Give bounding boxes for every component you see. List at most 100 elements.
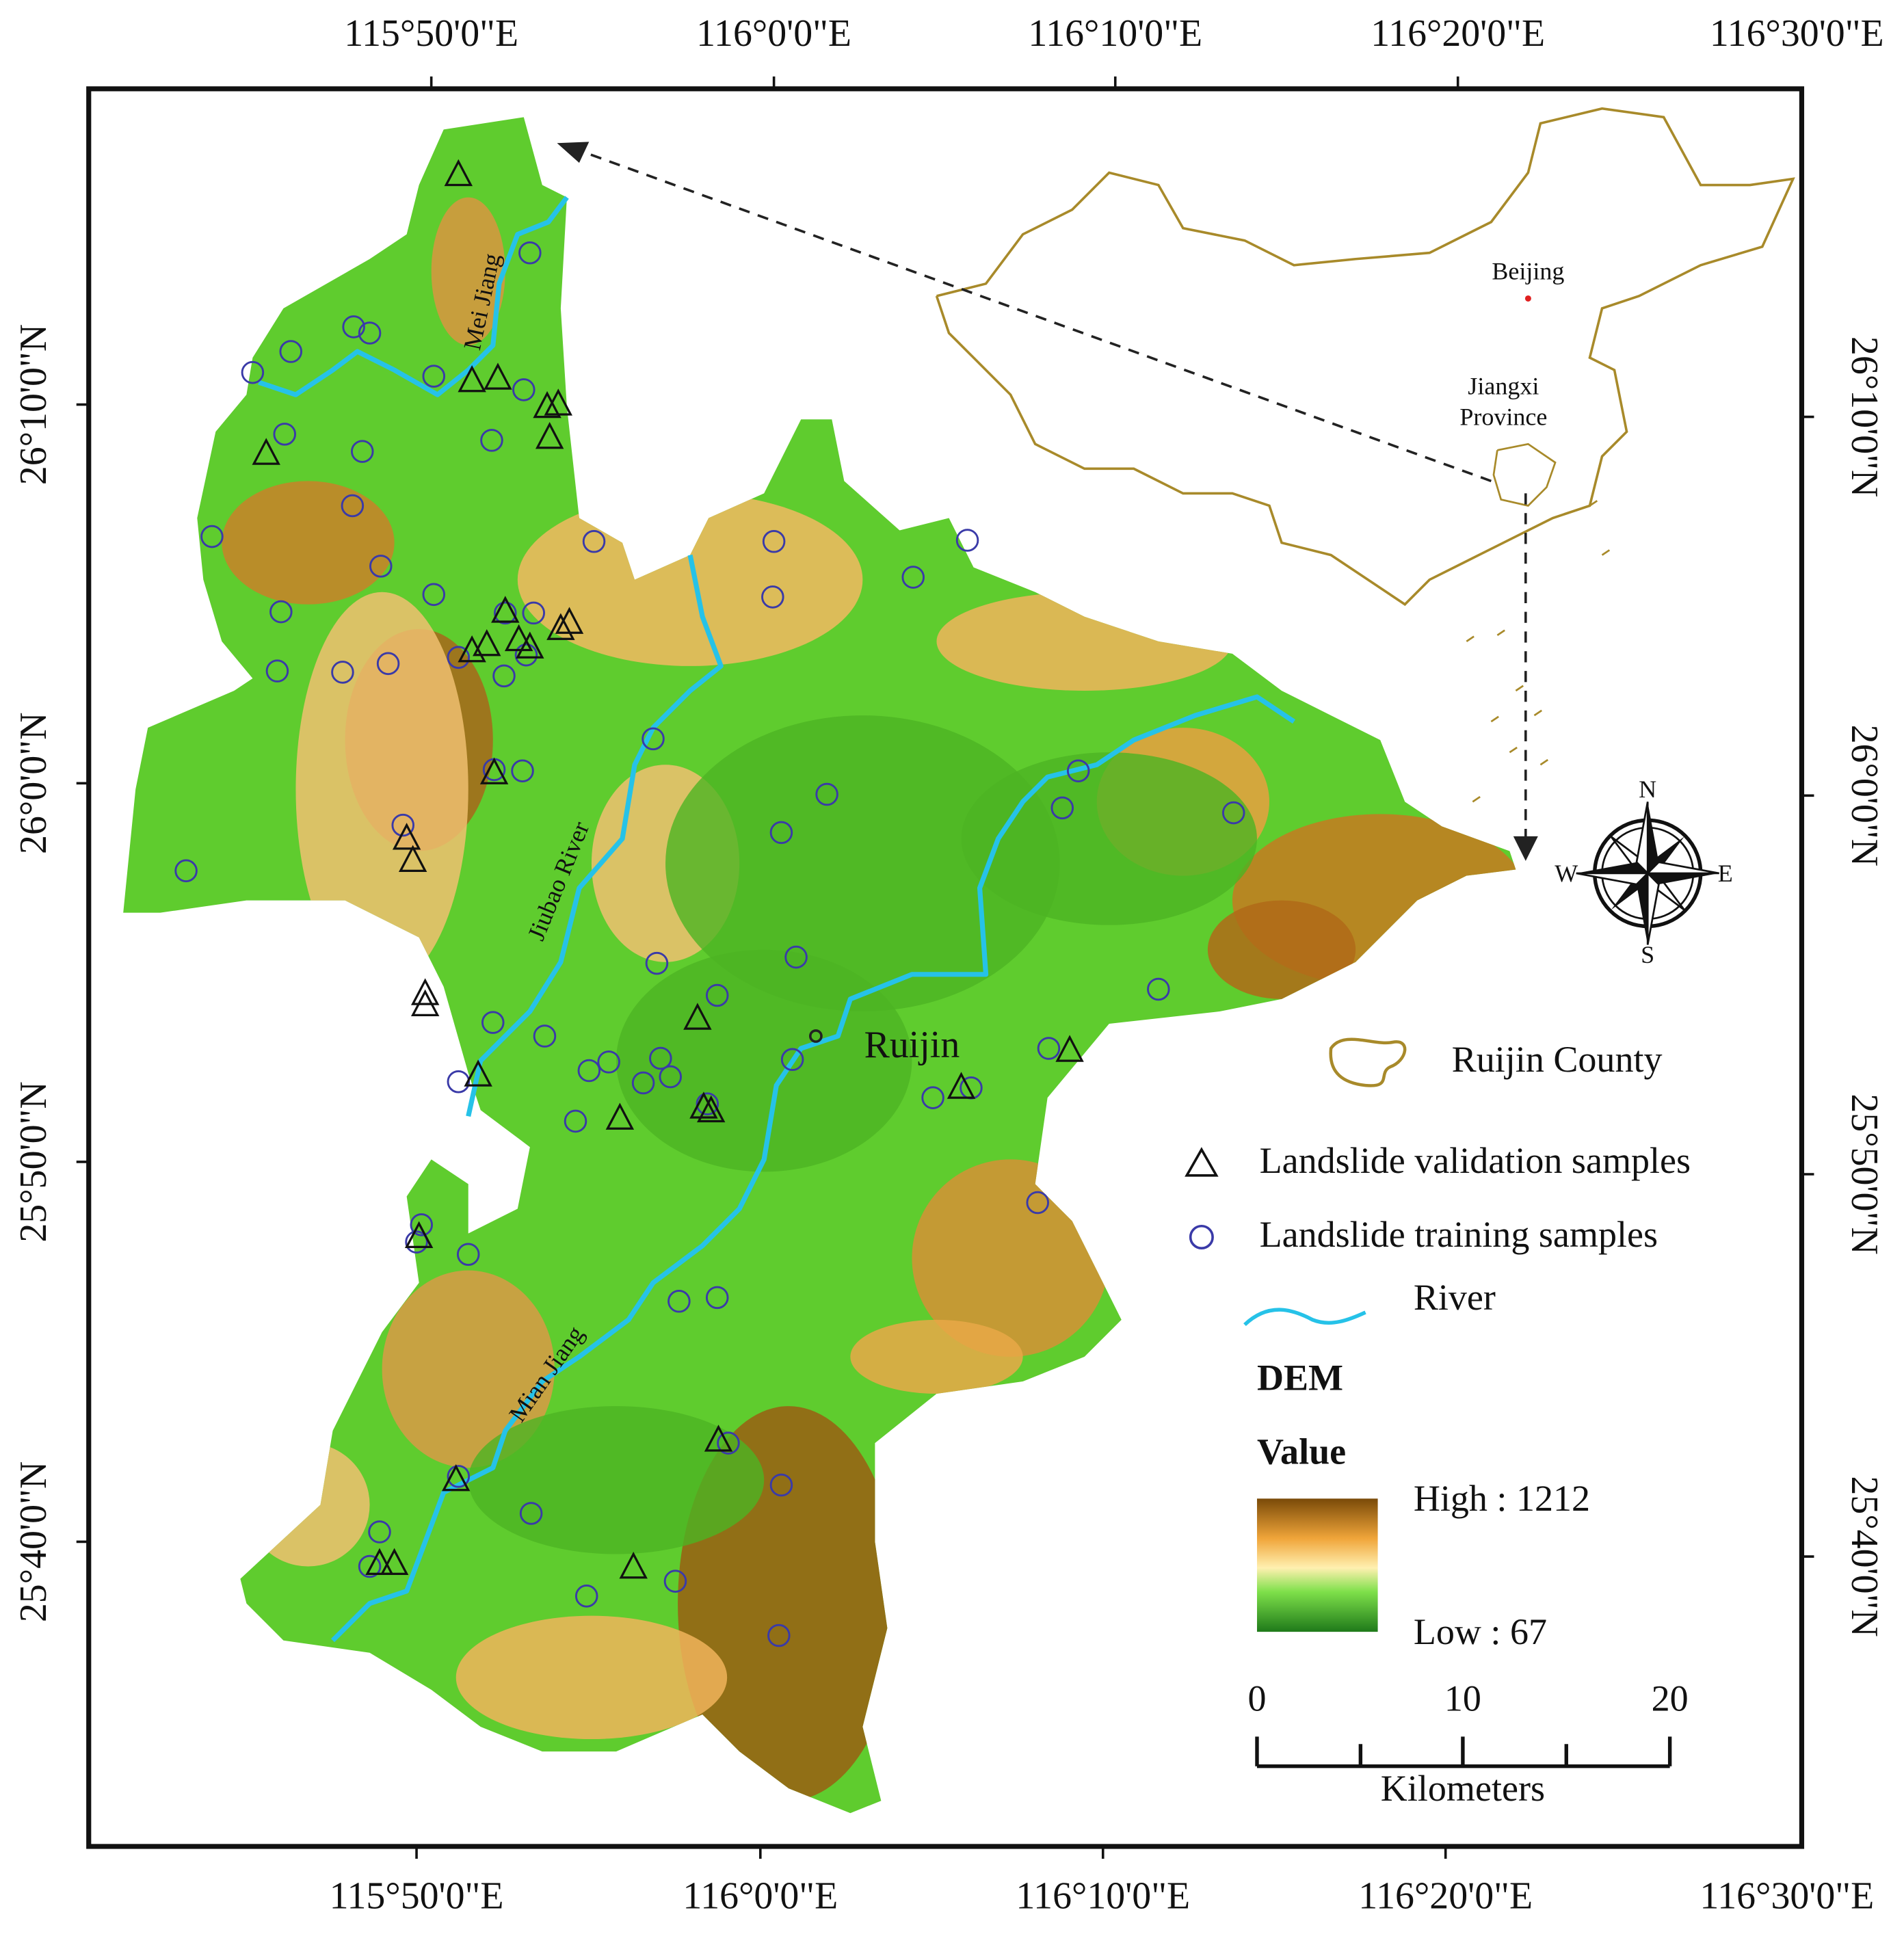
right-lat-label: 26°0'0"N [1843, 725, 1886, 866]
compass-point [1648, 802, 1659, 873]
training-sample [1147, 977, 1170, 1001]
training-sample [762, 529, 786, 553]
training-sample [480, 429, 503, 452]
elevation-patch [1207, 900, 1356, 999]
compass-point [1645, 861, 1719, 875]
island [1515, 685, 1524, 692]
arrow-head [1513, 836, 1538, 861]
training-sample [514, 643, 538, 667]
validation-sample [365, 1548, 394, 1575]
training-sample [1050, 796, 1074, 820]
place-label: Beijing [1492, 258, 1564, 285]
left-lat-label: 25°50'0"N [12, 1081, 55, 1242]
legend-high: High : 1212 [1414, 1478, 1590, 1519]
dem-color-ramp [1256, 1498, 1378, 1632]
inset-arrow [579, 149, 1492, 483]
validation-sample [380, 1548, 409, 1575]
training-sample [1066, 759, 1090, 783]
river-symbol [1243, 1308, 1366, 1327]
elevation-patch [455, 1615, 728, 1740]
training-sample [447, 1465, 471, 1488]
training-sample [358, 1554, 382, 1578]
bottom-lon-label: 116°0'0"E [683, 1875, 838, 1917]
training-sample [405, 1230, 428, 1254]
rivers [258, 196, 1296, 1643]
training-sample [376, 652, 400, 676]
validation-sample [410, 978, 440, 1005]
training-sample [492, 664, 516, 688]
china-inset [557, 107, 1795, 861]
training-sample [522, 601, 545, 625]
city-marker [808, 1029, 823, 1043]
elevation-patch [382, 1270, 555, 1468]
compass-label: E [1718, 860, 1733, 887]
validation-sample [398, 845, 427, 872]
training-sample [456, 1243, 480, 1267]
elevation-patch [222, 481, 395, 605]
compass-point [1648, 873, 1719, 885]
validation-sample [544, 388, 572, 416]
island [1539, 758, 1548, 766]
training-sample [901, 566, 925, 589]
elevation-patch [295, 592, 468, 987]
place-label: Jiangxi [1468, 372, 1539, 399]
training-sample [780, 1048, 804, 1072]
top-lon-label: 116°0'0"E [696, 12, 851, 55]
island [1509, 746, 1518, 754]
island [1601, 549, 1611, 556]
lowland-patch [961, 752, 1257, 925]
validation-sample [484, 362, 512, 390]
capital-dot [1524, 295, 1531, 302]
map-frame [86, 86, 1805, 1849]
validation-sample [535, 421, 564, 449]
training-sample [921, 1086, 944, 1109]
validation-sample [410, 989, 440, 1016]
validation-sample [458, 635, 486, 663]
training-sample [200, 525, 224, 548]
validation-sample [252, 438, 280, 465]
training-sample [265, 659, 289, 683]
elevation-patch [912, 1159, 1109, 1357]
lowland-patch [616, 949, 912, 1172]
training-sample [597, 1050, 620, 1074]
legend-label: Landslide training samples [1260, 1214, 1658, 1255]
training-sample [784, 945, 808, 969]
top-lon-label: 116°30'0"E [1710, 12, 1884, 55]
validation-sample [1055, 1035, 1084, 1062]
training-sample [422, 583, 446, 607]
training-sample [342, 315, 365, 339]
arrow-head [557, 142, 590, 163]
elevation-patch [431, 197, 505, 345]
training-sample [717, 1431, 740, 1455]
right-lat-label: 26°10'0"N [1843, 336, 1886, 497]
river [466, 554, 724, 1117]
island [1472, 795, 1481, 803]
top-lon-label: 116°10'0"E [1028, 12, 1202, 55]
china-border [935, 107, 1795, 607]
training-sample [368, 1520, 391, 1544]
training-sample [533, 1024, 557, 1048]
training-sample [582, 529, 606, 553]
training-sample [705, 1286, 729, 1310]
legend-label: Ruijin County [1452, 1039, 1663, 1080]
validation-sample [704, 1425, 733, 1452]
training-sample [241, 360, 265, 384]
validation-sample [619, 1552, 648, 1579]
training-sample [767, 1624, 791, 1647]
scale-label: 20 [1652, 1678, 1689, 1719]
right-lat-label: 25°50'0"N [1843, 1094, 1886, 1254]
elevation-patch [850, 1319, 1023, 1394]
place-label: Province [1459, 403, 1547, 430]
training-sample [358, 321, 382, 345]
left-lat-label: 26°10'0"N [12, 324, 55, 485]
validation-sample [444, 159, 473, 187]
validation-sample [491, 596, 520, 623]
validation-sample [458, 365, 486, 393]
training-sample [663, 1569, 687, 1593]
samples [174, 159, 1245, 1647]
validation-sample [504, 624, 533, 652]
top-lon-label: 116°20'0"E [1371, 12, 1545, 55]
training-sample [341, 494, 365, 518]
compass-point [1576, 862, 1648, 873]
